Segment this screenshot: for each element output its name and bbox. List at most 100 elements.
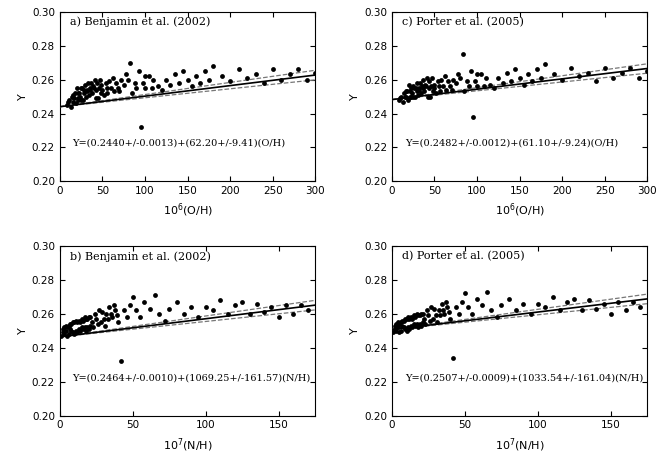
- Point: [391, 327, 402, 334]
- Point: [68, 329, 78, 336]
- Point: [242, 74, 252, 82]
- Point: [59, 331, 70, 338]
- Point: [407, 89, 418, 97]
- Point: [88, 85, 99, 92]
- Point: [276, 76, 286, 83]
- Point: [70, 327, 81, 334]
- Point: [111, 79, 122, 87]
- Point: [515, 74, 525, 82]
- Point: [88, 83, 98, 90]
- Point: [503, 295, 514, 302]
- Point: [432, 318, 442, 326]
- Point: [84, 325, 94, 333]
- Point: [395, 327, 406, 334]
- Point: [518, 300, 529, 307]
- Point: [435, 312, 446, 319]
- Point: [75, 93, 86, 100]
- Point: [225, 78, 236, 85]
- Point: [415, 79, 426, 87]
- Point: [582, 69, 593, 77]
- Point: [68, 318, 78, 326]
- Point: [110, 307, 121, 314]
- Point: [393, 96, 404, 104]
- Point: [171, 298, 182, 305]
- Point: [422, 307, 432, 314]
- Point: [244, 310, 255, 318]
- Point: [413, 91, 424, 99]
- Point: [98, 315, 109, 323]
- Point: [159, 317, 170, 324]
- Point: [400, 315, 410, 323]
- Point: [69, 318, 80, 326]
- Point: [145, 305, 155, 312]
- Point: [408, 93, 418, 100]
- Point: [99, 91, 110, 99]
- Point: [406, 322, 416, 329]
- Point: [66, 93, 77, 100]
- Point: [394, 320, 404, 328]
- Point: [418, 76, 429, 83]
- Point: [90, 310, 100, 318]
- Point: [557, 76, 568, 83]
- Point: [147, 85, 157, 92]
- Point: [85, 313, 96, 321]
- Point: [93, 94, 104, 102]
- Point: [252, 300, 262, 307]
- Point: [617, 69, 627, 77]
- Point: [104, 78, 114, 85]
- Point: [195, 79, 206, 87]
- Point: [208, 62, 218, 70]
- Point: [60, 327, 71, 334]
- Point: [423, 312, 434, 319]
- Point: [76, 315, 87, 323]
- Point: [457, 50, 468, 58]
- Point: [84, 313, 94, 321]
- Point: [454, 310, 464, 318]
- Point: [392, 324, 403, 331]
- Point: [94, 85, 104, 92]
- Point: [74, 317, 84, 324]
- Point: [404, 81, 414, 88]
- Point: [88, 324, 99, 331]
- Point: [410, 85, 421, 92]
- Point: [430, 312, 441, 319]
- Point: [400, 325, 410, 333]
- Point: [191, 72, 201, 80]
- Point: [398, 98, 408, 106]
- Point: [84, 85, 95, 92]
- Point: [419, 315, 430, 323]
- Point: [284, 71, 295, 78]
- Point: [501, 69, 512, 77]
- Point: [428, 81, 439, 88]
- Point: [424, 78, 435, 85]
- X-axis label: 10$^6$(O/H): 10$^6$(O/H): [163, 202, 212, 219]
- Point: [102, 89, 113, 97]
- Point: [62, 324, 72, 331]
- Point: [187, 83, 197, 90]
- Point: [397, 322, 408, 329]
- Point: [404, 315, 415, 323]
- Point: [584, 297, 594, 304]
- Point: [485, 81, 495, 88]
- Point: [471, 83, 482, 90]
- Point: [432, 78, 443, 85]
- Point: [182, 76, 193, 83]
- Point: [90, 94, 101, 102]
- Point: [467, 310, 477, 318]
- Point: [250, 71, 261, 78]
- Point: [394, 329, 404, 336]
- Point: [75, 318, 86, 326]
- Point: [215, 297, 226, 304]
- Point: [79, 89, 90, 97]
- Point: [397, 317, 408, 324]
- Point: [72, 318, 82, 326]
- Point: [259, 79, 270, 87]
- Point: [81, 93, 92, 100]
- Point: [92, 79, 102, 87]
- Point: [87, 89, 98, 97]
- Point: [429, 305, 440, 312]
- Point: [293, 66, 303, 73]
- Point: [81, 315, 92, 323]
- Point: [438, 307, 448, 314]
- Point: [576, 307, 587, 314]
